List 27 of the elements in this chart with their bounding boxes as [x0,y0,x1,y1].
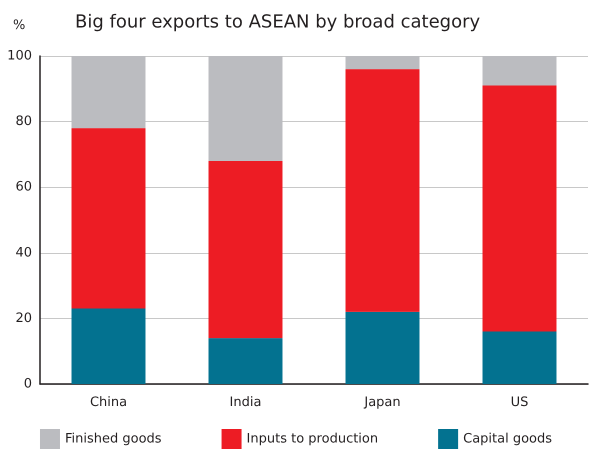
bar [346,56,420,70]
bar [208,56,282,161]
y-axis-title: % [13,18,26,33]
legend-label: Inputs to production [246,432,378,446]
x-tick-label: China [90,395,128,410]
y-tick-label: 40 [15,245,32,260]
bar [482,332,556,384]
y-tick-label: 20 [15,310,32,326]
bar [208,160,282,338]
legend-label: Capital goods [463,432,552,446]
y-tick-label: 0 [24,376,32,392]
bar [346,69,420,312]
x-tick-label: Japan [363,395,401,410]
bar [346,312,420,384]
x-tick-label: US [510,395,528,410]
bar [482,86,556,332]
bar [208,338,282,384]
chart-title: Big four exports to ASEAN by broad category [75,12,481,32]
bar [72,56,146,128]
y-tick-label: 80 [15,114,32,130]
legend-label: Finished goods [64,432,162,446]
x-tick-label: India [230,395,262,410]
bar [482,56,556,86]
y-tick-label: 60 [15,180,32,195]
bar [72,308,146,384]
bar [72,128,146,309]
y-tick-label: 100 [7,48,32,64]
